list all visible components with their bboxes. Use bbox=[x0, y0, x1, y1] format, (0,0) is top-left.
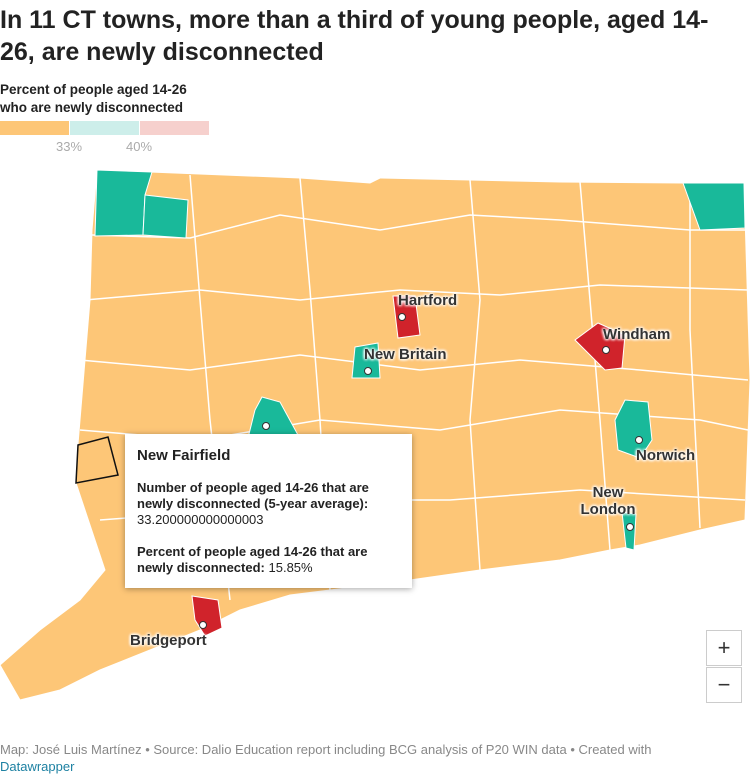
zoom-in[interactable]: + bbox=[706, 630, 742, 666]
tooltip-label: Percent of people aged 14-26 that are ne… bbox=[137, 544, 368, 575]
legend-label: 33% bbox=[56, 139, 83, 154]
place-label: New Britain bbox=[364, 346, 447, 363]
place-label: Windham bbox=[603, 326, 671, 343]
tooltip-value: 33.200000000000003 bbox=[137, 512, 264, 527]
town bbox=[351, 342, 381, 379]
place-label: New London bbox=[580, 484, 636, 518]
place-label: Norwich bbox=[636, 447, 696, 464]
city-dots bbox=[199, 313, 643, 629]
zoom-out[interactable]: − bbox=[706, 667, 742, 703]
town bbox=[682, 182, 746, 231]
legend-title: Percent of people aged 14-26 who are new… bbox=[0, 82, 187, 115]
town bbox=[142, 194, 189, 239]
footer-link[interactable]: Datawrapper bbox=[0, 759, 75, 774]
tooltip-title: New Fairfield bbox=[137, 447, 231, 464]
legend-swatch bbox=[70, 121, 139, 135]
tooltip-value: 15.85% bbox=[268, 560, 313, 575]
town bbox=[392, 295, 421, 339]
legend-label: 40% bbox=[126, 139, 153, 154]
town bbox=[574, 322, 626, 371]
selected-town bbox=[75, 436, 119, 484]
footer: Map: José Luis Martínez • Source: Dalio … bbox=[0, 741, 740, 775]
place-label: Hartford bbox=[398, 292, 458, 309]
town bbox=[614, 399, 653, 459]
town bbox=[621, 511, 637, 551]
tooltip-label: Number of people aged 14-26 that are new… bbox=[137, 480, 369, 511]
map bbox=[0, 169, 750, 701]
place-label: Bridgeport bbox=[130, 632, 207, 649]
footer-text: Map: José Luis Martínez • Source: Dalio … bbox=[0, 742, 652, 757]
title: In 11 CT towns, more than a third of you… bbox=[0, 6, 709, 66]
legend-swatch bbox=[140, 121, 209, 135]
tooltip: New Fairfield Number of people aged 14-2… bbox=[125, 434, 412, 588]
legend-swatch bbox=[0, 121, 69, 135]
